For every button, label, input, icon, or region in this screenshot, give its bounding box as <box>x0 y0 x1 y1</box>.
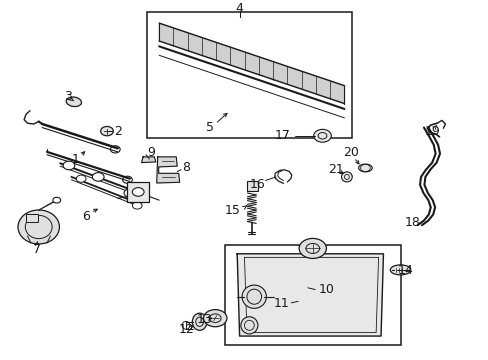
Ellipse shape <box>18 210 60 244</box>
Polygon shape <box>159 23 344 104</box>
Ellipse shape <box>241 317 257 334</box>
Bar <box>147 12 351 138</box>
Circle shape <box>53 197 61 203</box>
Text: 18: 18 <box>404 216 420 229</box>
Circle shape <box>299 238 326 258</box>
Ellipse shape <box>242 285 266 308</box>
Circle shape <box>92 172 104 181</box>
Polygon shape <box>142 157 156 163</box>
Circle shape <box>132 188 144 196</box>
Text: 12: 12 <box>179 323 194 336</box>
Text: 10: 10 <box>318 283 334 296</box>
Polygon shape <box>157 157 179 183</box>
Text: 9: 9 <box>147 146 155 159</box>
Text: 21: 21 <box>327 162 344 176</box>
Text: 13: 13 <box>196 313 212 326</box>
Text: 5: 5 <box>206 121 214 134</box>
Circle shape <box>101 126 113 136</box>
Text: 3: 3 <box>64 90 72 103</box>
Text: 7: 7 <box>33 243 41 256</box>
Bar <box>247 181 258 191</box>
Text: 2: 2 <box>114 125 122 138</box>
Text: 17: 17 <box>274 129 290 141</box>
Circle shape <box>313 129 330 142</box>
Text: 15: 15 <box>224 204 240 217</box>
Ellipse shape <box>341 172 351 182</box>
Text: 16: 16 <box>249 178 264 191</box>
Text: 11: 11 <box>273 297 288 310</box>
Ellipse shape <box>389 265 410 275</box>
Ellipse shape <box>66 97 81 107</box>
Text: 6: 6 <box>82 210 90 223</box>
Circle shape <box>76 175 86 182</box>
Text: 20: 20 <box>342 147 358 159</box>
Circle shape <box>203 310 226 327</box>
Text: 14: 14 <box>397 264 413 277</box>
Text: 1: 1 <box>71 153 79 166</box>
Bar <box>26 215 38 222</box>
Circle shape <box>132 202 142 209</box>
Circle shape <box>63 161 75 170</box>
Text: 8: 8 <box>182 161 190 174</box>
Bar <box>224 245 400 345</box>
Circle shape <box>124 189 136 197</box>
Text: 19: 19 <box>424 125 439 138</box>
Polygon shape <box>237 254 383 336</box>
Ellipse shape <box>192 313 206 330</box>
Text: 4: 4 <box>235 2 243 15</box>
Ellipse shape <box>358 164 371 172</box>
Bar <box>127 182 149 202</box>
